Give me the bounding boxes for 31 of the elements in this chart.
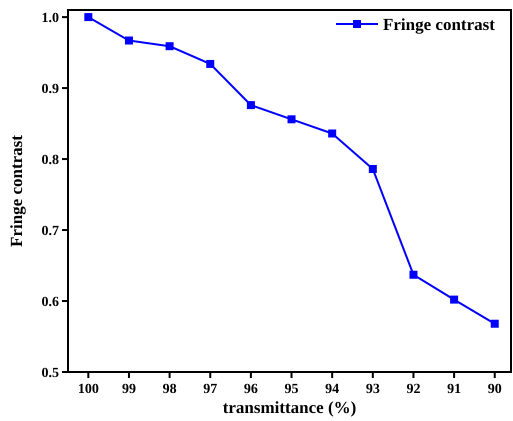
x-tick-label: 94 bbox=[325, 382, 340, 397]
x-tick-label: 90 bbox=[488, 382, 502, 397]
point bbox=[246, 101, 255, 110]
y-axis-title: Fringe contrast bbox=[7, 134, 26, 247]
x-tick-label: 96 bbox=[244, 382, 258, 397]
x-tick-label: 91 bbox=[447, 382, 462, 397]
point bbox=[206, 60, 214, 68]
y-tick-label: 0.5 bbox=[42, 366, 59, 381]
point bbox=[124, 36, 133, 45]
y-tick-label: 0.7 bbox=[42, 224, 59, 239]
x-tick-label: 95 bbox=[284, 382, 299, 397]
x-tick-label: 99 bbox=[122, 382, 136, 397]
y-tick-label: 0.8 bbox=[42, 152, 59, 168]
point bbox=[490, 320, 499, 328]
x-tick-label: 92 bbox=[406, 382, 420, 397]
x-tick-label: 98 bbox=[162, 382, 177, 397]
x-axis-title: transmittance (%) bbox=[222, 398, 356, 417]
point bbox=[288, 115, 296, 124]
point bbox=[450, 296, 458, 304]
y-tick-label: 0.9 bbox=[42, 82, 59, 97]
legend-label: Fringe contrast bbox=[383, 14, 496, 34]
y-tick-label: 0.6 bbox=[42, 294, 59, 310]
point bbox=[409, 270, 418, 279]
x-tick-label: 97 bbox=[203, 382, 218, 397]
x-tick-label: 93 bbox=[366, 382, 380, 397]
x-tick-label: 100 bbox=[78, 382, 99, 397]
point bbox=[368, 164, 377, 173]
point bbox=[84, 13, 92, 22]
y-tick-label: 1.0 bbox=[42, 11, 59, 26]
point bbox=[328, 130, 336, 138]
point bbox=[166, 42, 174, 50]
